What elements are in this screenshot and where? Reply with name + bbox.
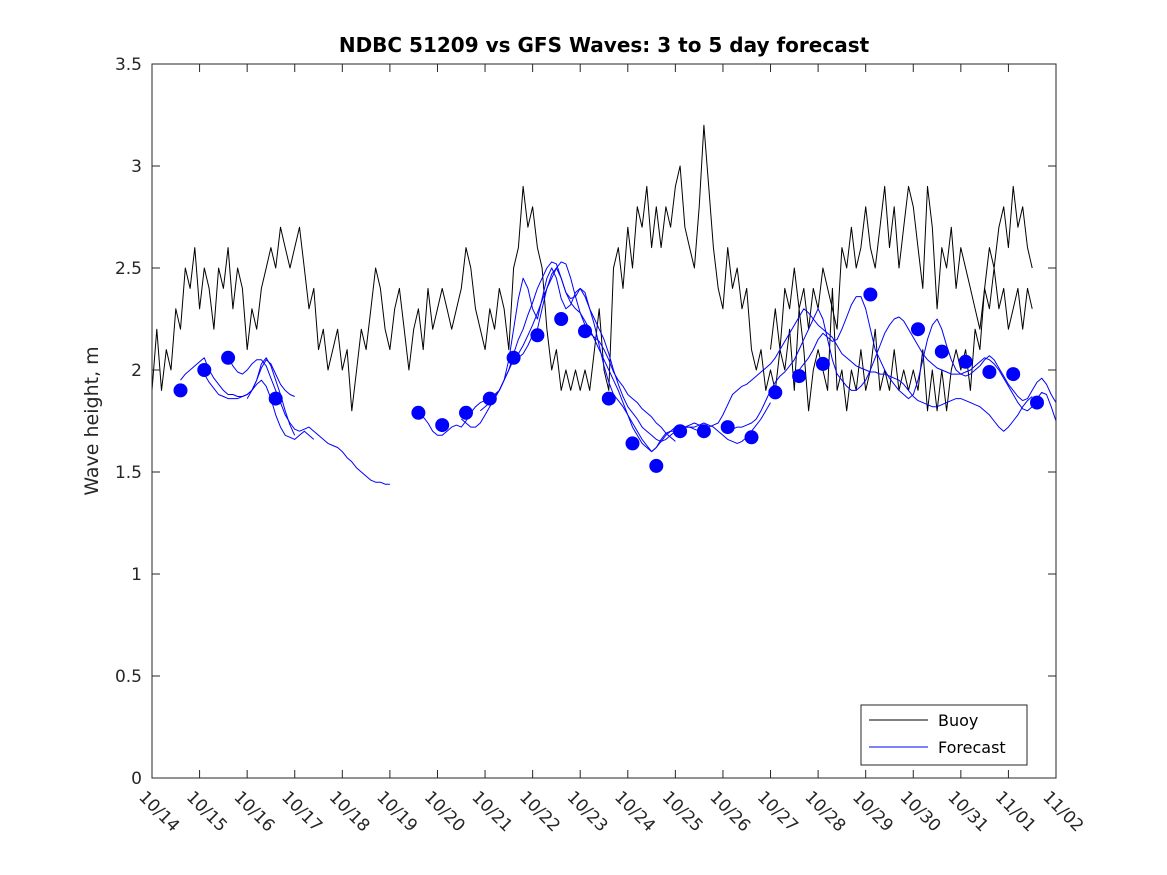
axes-layer — [151, 63, 1057, 779]
buoy-line-1 — [770, 185, 1033, 351]
y-tick-label: 0.5 — [115, 667, 142, 687]
y-axis-label: Wave height, m — [81, 346, 103, 495]
chart-title: NDBC 51209 vs GFS Waves: 3 to 5 day fore… — [339, 33, 870, 57]
legend-forecast-label: Forecast — [938, 738, 1006, 757]
forecast-point — [459, 405, 473, 420]
forecast-line-3 — [246, 359, 295, 399]
forecast-line-2 — [227, 357, 390, 485]
forecast-point — [958, 354, 973, 369]
series-layer — [152, 124, 1056, 485]
forecast-point — [435, 418, 450, 433]
forecast-point — [578, 324, 592, 339]
y-tick-label: 1.5 — [115, 463, 142, 483]
y-tick-label: 3.5 — [115, 55, 142, 75]
forecast-point — [911, 322, 925, 337]
forecast-point — [863, 287, 878, 302]
forecast-line-7 — [518, 267, 1033, 453]
y-tick-label: 0 — [131, 769, 142, 789]
forecast-point — [982, 365, 997, 379]
forecast-line-6 — [479, 267, 771, 444]
forecast-point — [530, 328, 545, 343]
forecast-point — [221, 350, 236, 365]
buoy-line-0 — [152, 124, 1033, 412]
legend-buoy-label: Buoy — [938, 711, 978, 730]
forecast-point — [1006, 367, 1021, 382]
forecast-point — [625, 436, 640, 451]
forecast-point — [173, 383, 188, 398]
y-tick-label: 3 — [131, 157, 142, 177]
forecast-line-8 — [722, 308, 1056, 432]
forecast-point — [934, 344, 949, 359]
forecast-line-0 — [180, 357, 296, 436]
forecast-point — [411, 405, 426, 420]
forecast-point — [696, 424, 711, 439]
forecast-point — [815, 356, 830, 371]
forecast-line-9 — [793, 296, 1056, 403]
forecast-point — [768, 385, 783, 400]
y-tick-label: 1 — [131, 565, 142, 585]
axes-box — [151, 63, 1057, 779]
forecast-point — [744, 430, 759, 445]
plot-area — [152, 64, 1056, 778]
forecast-point — [649, 458, 664, 473]
y-tick-label: 2 — [131, 361, 142, 381]
y-tick-label: 2.5 — [115, 259, 142, 279]
forecast-point — [673, 424, 688, 439]
forecast-point — [720, 420, 735, 435]
forecast-point — [1030, 395, 1044, 410]
forecast-point — [601, 391, 616, 406]
forecast-point — [197, 363, 212, 377]
forecast-point — [506, 350, 521, 365]
forecast-point — [554, 312, 569, 326]
forecast-line-1 — [199, 365, 315, 440]
forecast-point — [268, 391, 283, 406]
forecast-point — [482, 391, 497, 406]
legend-box — [860, 704, 1028, 766]
legend: Buoy Forecast — [860, 704, 1028, 766]
forecast-point — [792, 369, 807, 384]
